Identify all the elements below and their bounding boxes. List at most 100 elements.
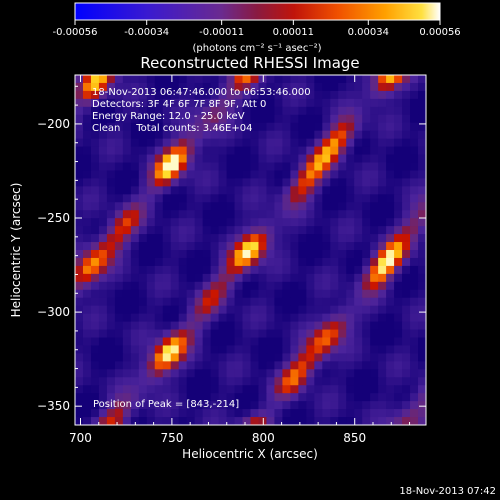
heatmap-cell <box>210 385 220 394</box>
heatmap-cell <box>378 210 387 219</box>
heatmap-cell <box>226 281 236 291</box>
heatmap-cell <box>410 305 419 315</box>
heatmap-cell <box>130 337 140 347</box>
heatmap-cell <box>266 98 276 108</box>
heatmap-cell <box>402 250 411 259</box>
heatmap-cell <box>98 114 108 124</box>
heatmap-cell <box>378 361 387 370</box>
heatmap-cell <box>306 257 315 267</box>
heatmap-cell <box>178 297 188 307</box>
heatmap-cell <box>282 305 291 315</box>
heatmap-cell <box>194 186 204 195</box>
heatmap-cell <box>402 321 411 331</box>
heatmap-cell <box>378 186 387 195</box>
heatmap-cell <box>378 162 387 172</box>
heatmap-cell <box>258 337 268 347</box>
heatmap-cell <box>218 401 228 410</box>
heatmap-cell <box>418 305 426 315</box>
heatmap-cell <box>306 385 315 394</box>
heatmap-cell <box>370 393 379 402</box>
heatmap-cell <box>186 409 196 418</box>
heatmap-cell <box>394 218 403 227</box>
heatmap-cell <box>194 377 204 386</box>
heatmap-cell <box>354 226 363 235</box>
heatmap-cell <box>106 234 116 243</box>
heatmap-cell <box>282 106 291 116</box>
heatmap-cell <box>362 90 371 100</box>
heatmap-cell <box>218 154 228 164</box>
heatmap-cell <box>266 401 276 410</box>
heatmap-cell <box>322 377 331 386</box>
heatmap-cell <box>146 345 156 354</box>
heatmap-cell <box>170 75 180 84</box>
heatmap-cell <box>394 377 403 386</box>
heatmap-cell <box>322 202 331 211</box>
heatmap-cell <box>378 82 387 92</box>
heatmap-cell <box>418 106 426 116</box>
heatmap-cell <box>290 345 299 354</box>
heatmap-cell <box>258 130 268 140</box>
heatmap-cell <box>362 234 371 243</box>
heatmap-cell <box>266 353 276 362</box>
heatmap-cell <box>258 210 268 219</box>
heatmap-cell <box>394 305 403 315</box>
heatmap-cell <box>250 321 260 331</box>
heatmap-cell <box>186 82 196 92</box>
heatmap-cell <box>82 273 92 283</box>
heatmap-cell <box>98 226 108 235</box>
heatmap-cell <box>242 202 252 211</box>
heatmap-cell <box>234 297 244 307</box>
heatmap-cell <box>306 289 315 299</box>
heatmap-cell <box>362 321 371 331</box>
heatmap-cell <box>266 377 276 386</box>
heatmap-cell <box>234 313 244 323</box>
heatmap-cell <box>402 393 411 402</box>
heatmap-cell <box>314 130 323 140</box>
heatmap-cell <box>378 417 387 425</box>
heatmap-cell <box>402 409 411 418</box>
heatmap-cell <box>98 106 108 116</box>
heatmap-cell <box>330 202 339 211</box>
heatmap-cell <box>234 130 244 140</box>
heatmap-cell <box>322 186 331 195</box>
heatmap-cell <box>346 265 355 275</box>
heatmap-cell <box>154 313 164 323</box>
heatmap-cell <box>338 186 347 195</box>
heatmap-cell <box>114 194 124 203</box>
heatmap-cell <box>146 313 156 323</box>
heatmap-cell <box>314 337 323 347</box>
heatmap-cell <box>226 75 236 84</box>
heatmap-cell <box>322 194 331 203</box>
heatmap-cell <box>138 242 148 251</box>
heatmap-cell <box>122 250 132 259</box>
heatmap-cell <box>75 337 84 347</box>
heatmap-cell <box>370 353 379 362</box>
heatmap-cell <box>122 265 132 275</box>
heatmap-cell <box>122 122 132 132</box>
heatmap-cell <box>258 218 268 227</box>
heatmap-cell <box>298 154 307 164</box>
heatmap-cell <box>418 385 426 394</box>
heatmap-cell <box>234 106 244 116</box>
heatmap-cell <box>202 154 212 164</box>
heatmap-cell <box>170 106 180 116</box>
heatmap-cell <box>386 377 395 386</box>
heatmap-cell <box>162 273 172 283</box>
heatmap-cell <box>394 257 403 267</box>
heatmap-cell <box>282 154 291 164</box>
heatmap-cell <box>170 337 180 347</box>
heatmap-cell <box>194 82 204 92</box>
heatmap-cell <box>282 369 291 378</box>
heatmap-cell <box>210 353 220 362</box>
heatmap-cell <box>130 297 140 307</box>
heatmap-cell <box>274 154 284 164</box>
heatmap-cell <box>98 401 108 410</box>
heatmap-cell <box>106 265 116 275</box>
heatmap-cell <box>82 146 92 156</box>
heatmap-cell <box>314 186 323 195</box>
heatmap-cell <box>418 210 426 219</box>
heatmap-cell <box>330 345 339 354</box>
heatmap-cell <box>250 337 260 347</box>
heatmap-cell <box>234 369 244 378</box>
